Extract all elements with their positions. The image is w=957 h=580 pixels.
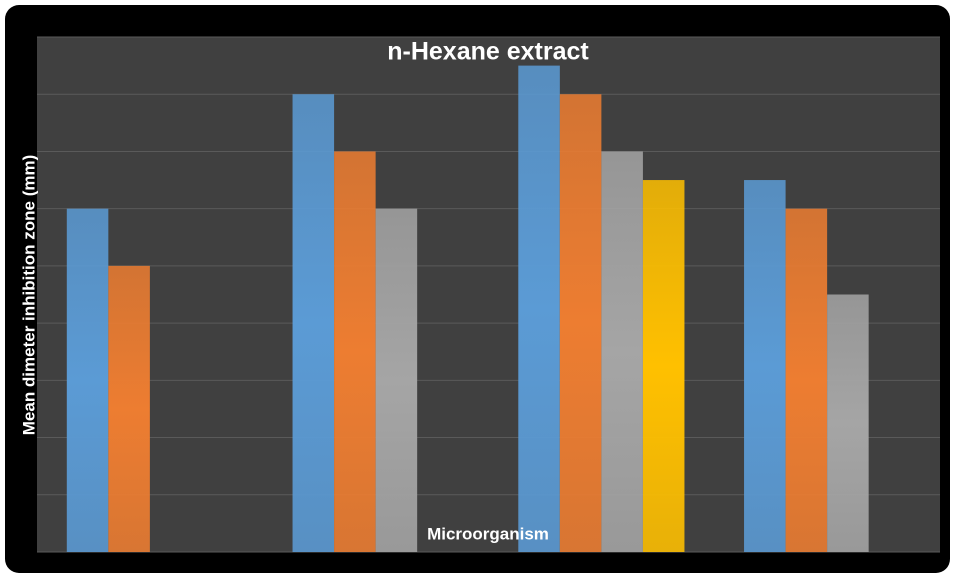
bar [642, 180, 685, 553]
bar [744, 180, 786, 553]
bar [559, 94, 602, 552]
bar [518, 65, 560, 552]
bar [292, 94, 335, 552]
bar [108, 265, 150, 552]
chart-title: n-Hexane extract [387, 38, 589, 66]
bar [785, 208, 828, 552]
bar [601, 151, 643, 552]
bar [334, 151, 376, 552]
bar [827, 294, 869, 552]
y-axis-label: Mean dimeter inhibition zone (mm) [19, 155, 38, 436]
bar [375, 208, 418, 552]
x-axis-label: Microorganism [427, 524, 549, 543]
bar [66, 208, 109, 552]
